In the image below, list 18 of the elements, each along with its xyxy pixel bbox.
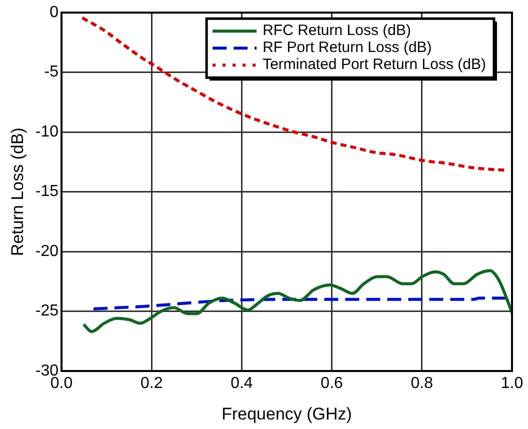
line-series <box>82 269 512 334</box>
y-tick-label: -25 <box>35 302 59 320</box>
legend-label: RF Port Return Loss (dB) <box>262 39 432 56</box>
x-tick-label: 1.0 <box>500 375 524 392</box>
y-tick-label: -15 <box>35 183 59 200</box>
y-tick-label: -5 <box>44 64 59 81</box>
y-tick-label: -20 <box>35 242 59 260</box>
y-tick-label: -10 <box>35 123 59 140</box>
x-tick-label: 0.8 <box>410 375 434 392</box>
legend-label: RFC Return Loss (dB) <box>262 22 411 40</box>
line-series <box>92 296 508 310</box>
x-tick-label: 0.2 <box>140 375 163 392</box>
legend-label: Terminated Port Return Loss (dB) <box>262 56 486 74</box>
x-axis-title: Frequency (GHz) <box>222 404 352 424</box>
y-axis-title: Return Loss (dB) <box>8 128 27 256</box>
x-tick-label: 0.4 <box>230 375 253 392</box>
x-tick-label: 0.6 <box>320 375 344 392</box>
y-tick-label: 0 <box>50 4 59 22</box>
